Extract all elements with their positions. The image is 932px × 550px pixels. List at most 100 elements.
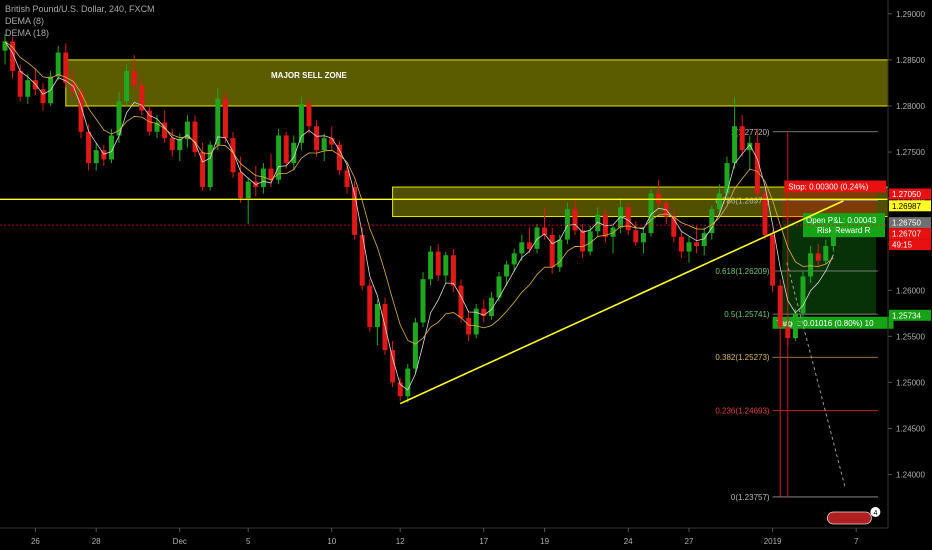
price-tag [889, 239, 931, 251]
candle-body [640, 233, 646, 243]
candle-body [724, 163, 730, 194]
candle-body [770, 234, 776, 286]
chart-legend: British Pound/U.S. Dollar, 240, FXCM DEM… [5, 3, 155, 39]
candle-body [222, 98, 228, 139]
candle-body [648, 193, 654, 234]
candle-body [732, 126, 738, 164]
price-tag-text: 1.27050 [892, 190, 921, 199]
dema-18-line [4, 41, 834, 345]
candle-body [572, 209, 578, 231]
candle-body [10, 41, 16, 71]
price-labels: 1.27050 1.26987 1.26750 1.26707 49:15 1.25734… [827, 188, 931, 525]
candle-body [86, 131, 92, 164]
candle-body [534, 227, 540, 249]
fib-level-label: 0.382(1.25273) [715, 353, 770, 362]
candle-body [336, 144, 342, 171]
price-tag-text: 49:15 [892, 241, 913, 250]
candle-body [747, 142, 753, 151]
candle-body [739, 126, 745, 151]
y-tick-label: 1.29000 [896, 10, 925, 19]
candle-body [314, 126, 320, 151]
candle-body [564, 209, 570, 240]
drawing-lines[interactable] [0, 198, 888, 405]
candle-body [276, 135, 282, 180]
candle-body [808, 253, 814, 277]
candle-body [116, 101, 122, 136]
stop-label [784, 180, 887, 193]
candle-body [435, 251, 441, 276]
candle-body [557, 239, 563, 268]
candle-body [694, 242, 700, 247]
price-tag [889, 200, 931, 212]
symbol-title: British Pound/U.S. Dollar, 240, FXCM [5, 4, 155, 14]
candle-body [754, 142, 760, 194]
candle-body [329, 138, 335, 145]
candle-body [785, 327, 791, 339]
fibonacci-retracement[interactable]: 1(1.27720) 0.786(1.26975) 0.618(1.26209) 0.… [715, 128, 878, 502]
candle-body [443, 255, 449, 276]
badge-count: 4 [873, 510, 877, 517]
candle-body [580, 230, 586, 252]
x-tick-label: 27 [685, 537, 694, 546]
candle-body [458, 285, 464, 318]
candle-body [473, 308, 479, 335]
projection-dashed-line [786, 262, 846, 489]
candle-body [101, 150, 107, 160]
candle-body [823, 246, 829, 261]
x-tick-label: 24 [624, 537, 633, 546]
candle-body [420, 279, 426, 323]
price-tag-text: 1.26707 [892, 230, 921, 239]
fib-level-label: 1(1.27720) [731, 128, 770, 137]
candle-body [192, 121, 198, 153]
candle-body [352, 187, 358, 235]
candle-body [777, 285, 783, 328]
candle-body [131, 70, 137, 86]
candle-body [656, 193, 662, 203]
x-tick-label: 12 [396, 537, 405, 546]
candle-body [245, 181, 251, 199]
candle-body [184, 121, 190, 140]
ascending-trendline [399, 200, 844, 405]
x-tick-label: 26 [31, 537, 40, 546]
x-tick-label: 28 [92, 537, 101, 546]
stop-label-text: Stop: 0.00300 (0.24%) [788, 183, 868, 192]
candle-body [169, 138, 175, 151]
candle-body [481, 308, 487, 317]
candle-body [207, 144, 213, 188]
candle-body [268, 168, 274, 180]
candle-body [146, 110, 152, 132]
fib-level-label: 0.618(1.26209) [715, 267, 770, 276]
candle-body [466, 317, 472, 335]
candle-body [671, 216, 677, 237]
fib-level-label: 0.236(1.24693) [715, 407, 770, 416]
badge-count-dot [870, 507, 881, 517]
candle-body [215, 98, 221, 145]
dema-8-line [4, 41, 834, 391]
price-tag-text: 1.26750 [892, 219, 921, 228]
fib-level-label: 0.786(1.26975) [715, 196, 770, 205]
candle-body [177, 139, 183, 151]
candle-body [716, 193, 722, 210]
candle-body [260, 168, 266, 188]
candle-body [412, 322, 418, 369]
price-tag [889, 188, 931, 200]
price-tag [889, 217, 931, 229]
candle-body [792, 313, 798, 339]
y-tick-label: 1.25500 [896, 332, 925, 341]
candle-body [595, 214, 601, 232]
x-tick-label: 2019 [764, 537, 782, 546]
fib-level-label: 0(1.23757) [731, 493, 770, 502]
candle-body [359, 234, 365, 286]
candle-body [701, 233, 707, 247]
candle-body [504, 264, 510, 277]
y-tick-label: 1.24000 [896, 471, 925, 480]
candle-body [55, 52, 61, 77]
y-tick-label: 1.24500 [896, 424, 925, 433]
sell-zones[interactable]: MAJOR SELL ZONE [65, 59, 889, 218]
candle-body [17, 70, 23, 97]
y-tick-label: 1.25000 [896, 378, 925, 387]
candle-body [526, 242, 532, 249]
indicator-dema-18: DEMA (18) [5, 28, 50, 38]
